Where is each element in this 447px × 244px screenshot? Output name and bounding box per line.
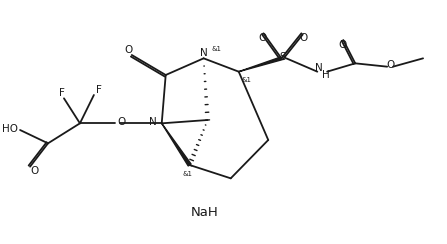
Text: O: O [31, 166, 39, 176]
Text: &1: &1 [211, 46, 221, 52]
Text: F: F [59, 88, 65, 98]
Text: H: H [322, 70, 330, 80]
Text: N: N [149, 117, 157, 127]
Text: N: N [316, 63, 323, 73]
Polygon shape [162, 123, 191, 166]
Text: NaH: NaH [190, 205, 218, 218]
Text: F: F [96, 85, 102, 95]
Text: O: O [118, 117, 126, 127]
Text: O: O [299, 33, 308, 43]
Text: O: O [338, 40, 346, 50]
Text: O: O [386, 60, 394, 70]
Polygon shape [239, 57, 282, 72]
Text: N: N [200, 48, 207, 58]
Text: S: S [279, 52, 286, 62]
Text: HO: HO [2, 124, 18, 134]
Text: O: O [125, 45, 133, 55]
Text: &1: &1 [183, 171, 193, 177]
Text: O: O [258, 33, 266, 43]
Text: &1: &1 [241, 77, 252, 83]
